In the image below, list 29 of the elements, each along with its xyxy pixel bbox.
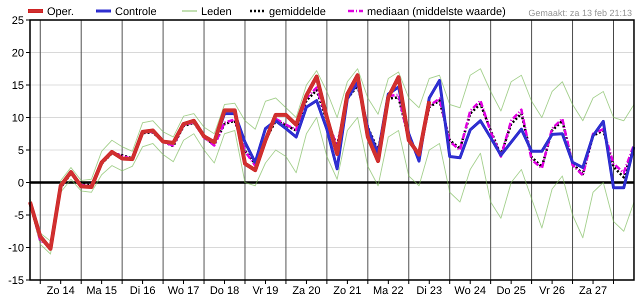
x-tick-label: Ma 22 — [373, 285, 404, 297]
legend-label: Oper. — [47, 6, 74, 18]
x-tick-label: Di 16 — [130, 285, 156, 297]
x-tick-label: Do 25 — [496, 285, 526, 297]
legend-label: mediaan (middelste waarde) — [367, 6, 506, 18]
x-tick-label: Wo 24 — [454, 285, 486, 297]
x-tick-label: Wo 17 — [168, 285, 200, 297]
y-tick-label: 5 — [18, 145, 24, 157]
legend-label: Controle — [115, 6, 157, 18]
x-tick-label: Vr 26 — [539, 285, 566, 297]
y-tick-label: 15 — [12, 80, 24, 92]
text: Gemaakt: za 13 feb 21:13 — [528, 8, 632, 18]
x-tick-label: Za 27 — [578, 285, 608, 297]
y-tick-label: -5 — [14, 210, 24, 222]
x-tick-label: Ma 15 — [86, 285, 117, 297]
y-tick-label: 0 — [18, 178, 24, 190]
x-tick-label: Di 23 — [416, 285, 442, 297]
x-tick-label: Do 18 — [210, 285, 240, 297]
y-tick-label: 20 — [12, 48, 24, 60]
y-tick-label: -10 — [8, 242, 24, 254]
y-tick-label: 10 — [12, 112, 24, 124]
legend-label: gemiddelde — [269, 6, 326, 18]
legend-label: Leden — [201, 6, 232, 18]
x-tick-label: Za 20 — [292, 285, 320, 297]
x-tick-label: Zo 14 — [46, 285, 75, 297]
y-tick-label: 25 — [12, 15, 24, 27]
y-tick-label: -15 — [8, 275, 24, 287]
x-tick-label: Zo 21 — [333, 285, 362, 297]
x-tick-label: Vr 19 — [252, 285, 278, 297]
